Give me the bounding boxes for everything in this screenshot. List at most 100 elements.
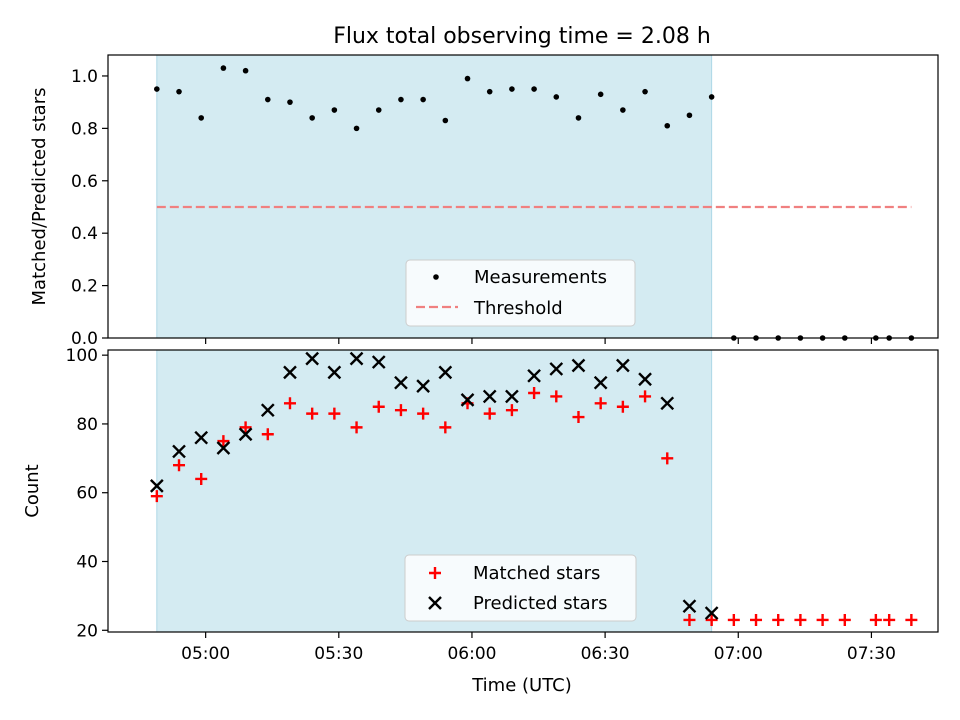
x-tick-label: 06:30: [581, 644, 630, 664]
matched-star-point: [838, 613, 851, 626]
predicted-star-point: [704, 606, 719, 620]
matched-star-point: [816, 613, 829, 626]
matched-star-point: [372, 400, 385, 413]
predicted-star-point: [482, 389, 497, 404]
x-tick-label: 06:00: [447, 644, 496, 664]
matched-star-point: [239, 421, 252, 434]
measurement-point: [464, 75, 471, 82]
y-tick-label: 100: [66, 346, 98, 366]
measurement-point: [176, 88, 182, 95]
predicted-star-point: [305, 351, 320, 366]
measurement-point: [531, 86, 537, 92]
measurement-point: [708, 94, 715, 100]
y-tick-label: 60: [76, 484, 98, 504]
predicted-star-point: [638, 372, 652, 387]
matched-star-point: [905, 613, 918, 626]
measurement-point: [486, 88, 493, 95]
matched-star-point: [594, 397, 607, 410]
predicted-star-point: [460, 393, 475, 407]
predicted-star-point: [616, 358, 630, 373]
bottom-y-axis-label: Count: [22, 464, 43, 517]
predicted-star-point: [349, 351, 364, 366]
legend-measurement-marker: [433, 274, 439, 280]
matched-star-point: [683, 613, 696, 626]
x-tick-label: 07:00: [714, 644, 763, 664]
matched-star-point: [616, 400, 629, 413]
x-tick-label: 05:00: [181, 644, 230, 664]
top-y-axis-label: Matched/Predicted stars: [29, 88, 50, 306]
measurement-point: [398, 96, 404, 103]
matched-star-point: [217, 435, 230, 448]
predicted-star-point: [394, 375, 408, 390]
top-legend: Measurements Threshold: [405, 259, 636, 327]
matched-star-point: [417, 407, 430, 420]
matched-star-point: [794, 613, 807, 626]
measurement-point: [686, 112, 693, 119]
matched-star-point: [505, 404, 518, 417]
legend-predicted-label: Predicted stars: [473, 593, 607, 614]
matched-star-point: [661, 452, 674, 465]
predicted-star-point: [438, 365, 453, 380]
measurement-point: [553, 94, 560, 100]
x-tick-label: 05:30: [314, 644, 363, 664]
matched-star-point: [772, 613, 785, 626]
matched-star-point: [439, 421, 452, 434]
predicted-star-point: [549, 362, 564, 376]
measurement-point: [242, 67, 249, 74]
matched-star-point: [328, 407, 341, 420]
measurement-point: [375, 107, 382, 113]
y-tick-label: 0.8: [71, 119, 98, 139]
matched-star-point: [883, 613, 896, 626]
predicted-star-point: [238, 427, 253, 442]
measurement-point: [420, 96, 426, 103]
matched-star-point: [283, 397, 296, 410]
matched-star-point: [639, 390, 652, 403]
matched-star-point: [705, 613, 718, 626]
matched-star-point: [394, 404, 407, 417]
y-tick-label: 0.0: [71, 329, 98, 349]
y-tick-label: 20: [76, 621, 98, 641]
predicted-star-point: [283, 365, 297, 380]
matched-star-point: [869, 613, 882, 626]
y-tick-label: 0.2: [71, 277, 98, 297]
top-axis: 0.0 0.2 0.4 0.6 0.8 1.0: [71, 67, 873, 349]
predicted-star-point: [527, 368, 541, 383]
matched-star-point: [150, 490, 163, 503]
predicted-star-point: [216, 441, 231, 455]
matched-star-point: [306, 407, 319, 420]
matched-star-point: [195, 472, 208, 485]
legend-matched-marker: [429, 567, 441, 579]
measurement-point: [264, 96, 271, 103]
measurement-point: [198, 115, 205, 121]
top-marks: [154, 65, 915, 341]
matched-star-point: [750, 613, 763, 626]
predicted-star-point: [327, 365, 342, 380]
top-panel: 0.0 0.2 0.4 0.6 0.8 1.0 Matched/Predicted sta…: [29, 54, 939, 349]
y-tick-label: 80: [76, 415, 98, 435]
measurement-point: [575, 115, 582, 121]
measurement-point: [620, 107, 626, 113]
x-tick-label: 07:30: [847, 644, 896, 664]
predicted-star-point: [571, 358, 586, 373]
predicted-star-point: [416, 379, 430, 393]
y-tick-label: 40: [76, 553, 98, 573]
predicted-star-point: [260, 403, 275, 418]
measurement-point: [220, 65, 227, 71]
x-axis-label: Time (UTC): [471, 675, 572, 696]
bottom-legend: Matched stars Predicted stars: [404, 554, 637, 622]
matched-star-point: [727, 613, 740, 626]
predicted-star-point: [194, 430, 209, 445]
measurement-point: [331, 107, 338, 113]
y-tick-label: 0.6: [71, 172, 98, 192]
legend-matched-label: Matched stars: [473, 563, 600, 584]
predicted-star-point: [172, 444, 186, 459]
measurement-point: [442, 117, 449, 124]
measurement-point: [509, 86, 515, 92]
y-tick-label: 1.0: [71, 67, 98, 87]
matched-star-point: [173, 459, 186, 472]
measurement-point: [154, 86, 160, 92]
matched-star-point: [350, 421, 363, 434]
bottom-axes-frame: [107, 349, 939, 633]
predicted-star-point: [593, 375, 608, 390]
